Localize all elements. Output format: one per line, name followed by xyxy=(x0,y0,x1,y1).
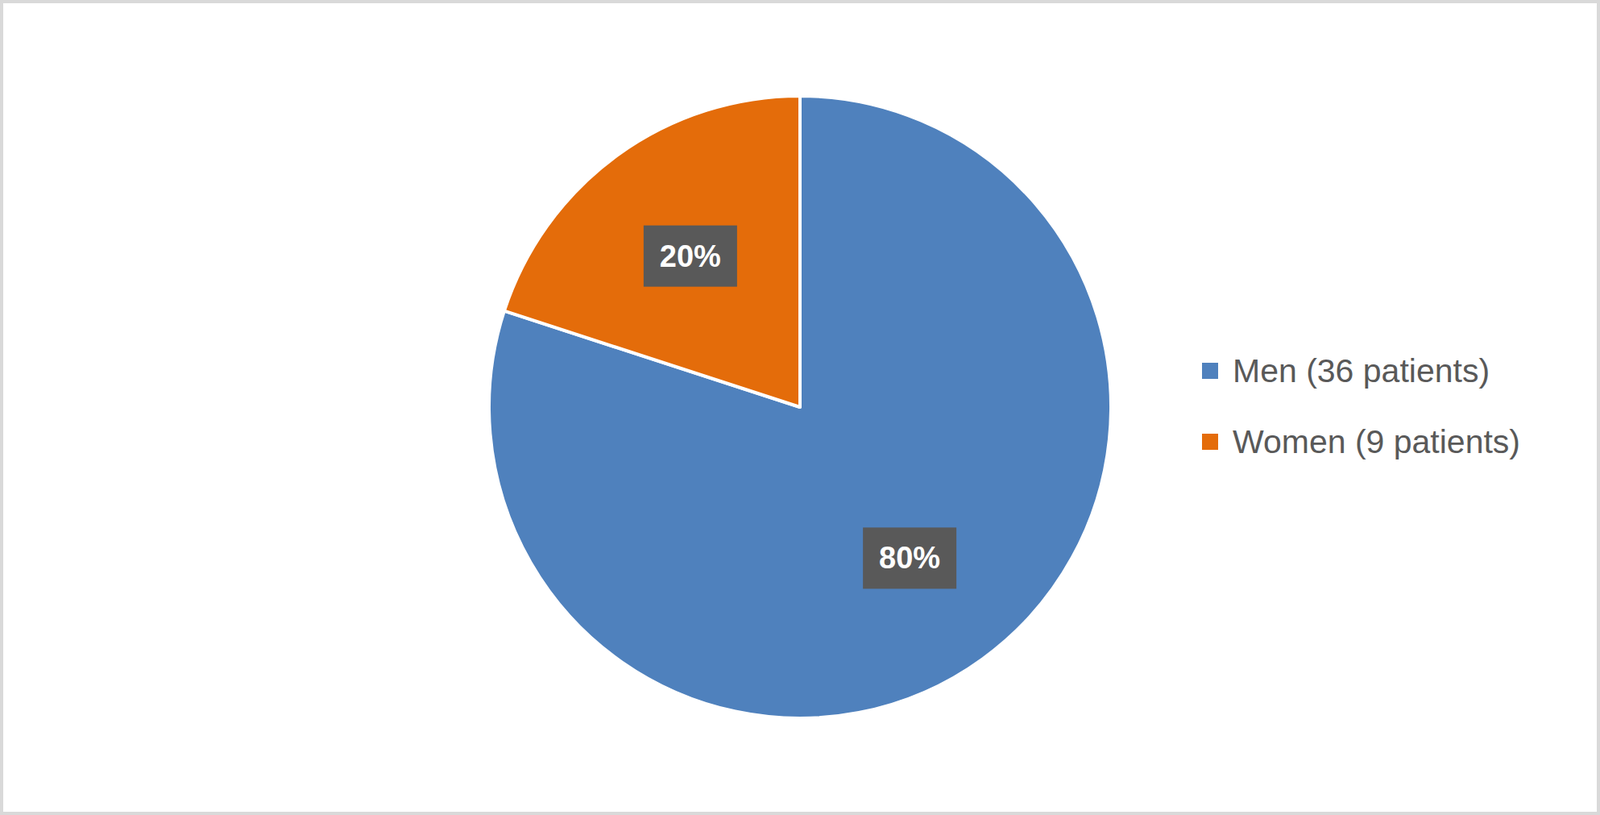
pie-slice xyxy=(504,95,800,407)
legend-swatch xyxy=(1202,433,1219,450)
legend: Men (36 patients) Women (9 patients) xyxy=(1202,352,1521,461)
chart: 80% 20% Men (36 patients) Women (9 patients… xyxy=(0,0,1600,815)
label-box xyxy=(862,526,957,589)
pie xyxy=(489,95,1111,718)
label-box xyxy=(643,225,738,287)
chart-frame xyxy=(1,1,1599,813)
legend-label: Men (36 patients) xyxy=(1232,352,1490,390)
data-labels: 80% 20% xyxy=(643,225,957,589)
data-label: 80% xyxy=(878,540,941,575)
pie-slice xyxy=(489,95,1111,718)
legend-swatch xyxy=(1202,362,1219,379)
legend-label: Women (9 patients) xyxy=(1232,422,1521,461)
data-label: 20% xyxy=(659,239,722,274)
